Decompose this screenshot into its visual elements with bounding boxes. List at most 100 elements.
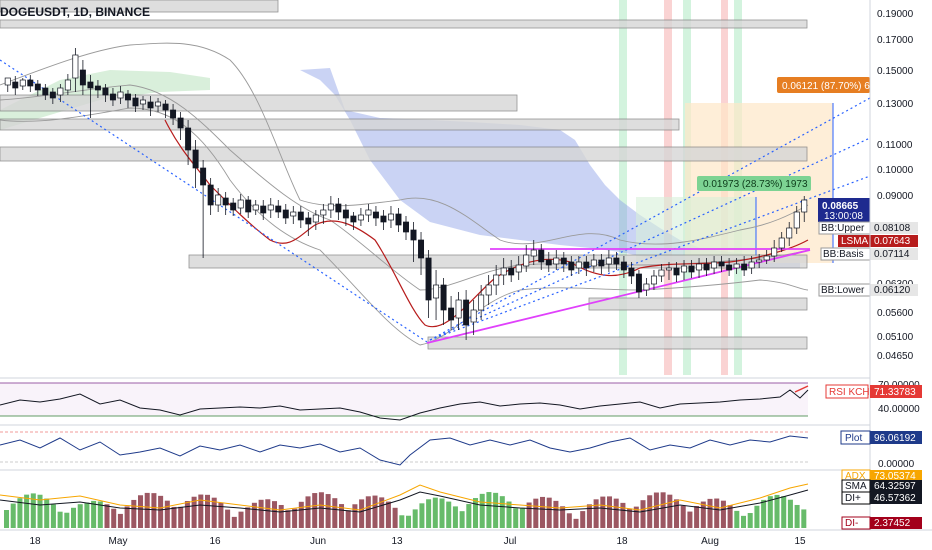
- candle-body: [230, 202, 237, 211]
- candle-body: [711, 261, 718, 269]
- candle-body: [19, 79, 26, 87]
- adx-bar: [653, 492, 659, 528]
- candle-body: [357, 214, 364, 221]
- price-tick: 0.17000: [877, 35, 914, 46]
- candle-body: [395, 213, 402, 226]
- candle-body: [696, 263, 703, 271]
- candle-body: [282, 209, 289, 219]
- candle-body: [372, 211, 379, 219]
- candle-body: [200, 167, 207, 186]
- candle-body: [673, 267, 680, 276]
- adx-bar: [647, 495, 653, 528]
- adx-tag-value-box: [870, 492, 922, 504]
- time-tick: 18: [29, 536, 41, 547]
- adx-bar: [633, 506, 639, 528]
- plot-line: [0, 435, 809, 466]
- adx-bar: [526, 502, 532, 528]
- adx-bar: [720, 500, 726, 528]
- adx-bar: [218, 502, 224, 528]
- adx-bar: [245, 507, 251, 528]
- adx-tags: ADX 73.05374 SMA 64.32597 DI+ 46.57362 DI- 2.37…: [841, 469, 922, 530]
- candle-body: [553, 257, 560, 265]
- time-axis[interactable]: 18 May 16 Jun 13 Jul 18 Aug 15: [29, 536, 806, 547]
- adx-bar: [292, 508, 298, 528]
- candle-body: [350, 215, 357, 223]
- candle-body: [155, 101, 162, 107]
- adx-tag-value-box: [870, 517, 922, 529]
- last-price-value: 0.08665: [822, 201, 859, 212]
- candle-body: [222, 197, 229, 206]
- candle-body: [786, 227, 793, 239]
- candle-body: [763, 255, 770, 261]
- candle-body: [425, 257, 432, 301]
- adx-bar: [687, 511, 693, 528]
- adx-bar: [372, 495, 378, 528]
- adx-bar: [198, 494, 204, 528]
- adx-bar: [446, 501, 452, 528]
- candle-body: [320, 209, 327, 216]
- candle-body: [560, 257, 567, 265]
- candle-body: [568, 261, 575, 271]
- adx-bar: [379, 497, 385, 528]
- adx-bar: [258, 499, 264, 528]
- adx-tag-value-box: [870, 470, 922, 482]
- candle-body: [666, 267, 672, 271]
- bb-lower-value: 0.06120: [874, 285, 911, 296]
- adx-bar: [91, 500, 97, 528]
- adx-bar: [452, 506, 458, 528]
- adx-bar: [607, 496, 613, 528]
- adx-bar: [486, 492, 492, 528]
- adx-bar: [285, 510, 291, 528]
- candle-body: [215, 194, 222, 206]
- adx-bar: [660, 492, 666, 528]
- adx-bar: [318, 492, 324, 528]
- adx-tag-value: 73.05374: [874, 471, 916, 482]
- adx-bar: [573, 518, 579, 528]
- adx-bar: [184, 501, 190, 528]
- candle-body: [34, 83, 41, 91]
- candle-body: [635, 273, 642, 293]
- candle-body: [485, 284, 492, 296]
- candle-body: [252, 204, 259, 211]
- candlestick-series: [4, 48, 808, 340]
- candle-body: [440, 284, 447, 311]
- rsi-pane: [0, 382, 809, 421]
- candle-body: [718, 261, 725, 267]
- adx-tag-value: 64.32597: [874, 481, 916, 492]
- candle-body: [267, 204, 274, 211]
- bb-basis-label: BB:Basis: [823, 249, 864, 260]
- candle-body: [4, 77, 11, 86]
- candle-body: [290, 211, 297, 217]
- adx-bar: [385, 501, 391, 528]
- candle-body: [410, 229, 417, 241]
- candle-body: [125, 93, 131, 101]
- candle-body: [327, 203, 334, 211]
- adx-bar: [533, 498, 539, 528]
- adx-bar: [519, 507, 525, 528]
- candle-body: [380, 215, 387, 223]
- adx-bar: [600, 496, 606, 528]
- adx-bar: [305, 496, 311, 528]
- adx-line: [0, 483, 809, 511]
- rsi-tick-40: 40.00000: [878, 404, 920, 415]
- adx-bar: [164, 500, 170, 528]
- bb-lower-tag: BB:Lower 0.06120: [818, 283, 918, 297]
- adx-bar: [298, 501, 304, 528]
- adx-bar: [37, 494, 43, 528]
- adx-tag-value: 46.57362: [874, 493, 916, 504]
- adx-bar: [553, 500, 559, 528]
- adx-bar: [412, 509, 418, 528]
- price-tick: 0.19000: [877, 9, 914, 20]
- plot-tick-0: 0.00000: [878, 459, 915, 470]
- adx-bar: [593, 499, 599, 528]
- plot-axis: 0.00000 Plot 96.06192: [840, 430, 922, 470]
- target-label-small: 0.01973 (28.73%) 1973: [697, 176, 811, 191]
- price-tick: 0.15000: [877, 66, 914, 77]
- adx-bar: [251, 502, 257, 528]
- candle-body: [260, 205, 267, 214]
- adx-bar: [104, 504, 110, 528]
- sma-line: [0, 489, 809, 513]
- adx-bar: [774, 494, 780, 528]
- bb-upper-value: 0.08108: [874, 223, 911, 234]
